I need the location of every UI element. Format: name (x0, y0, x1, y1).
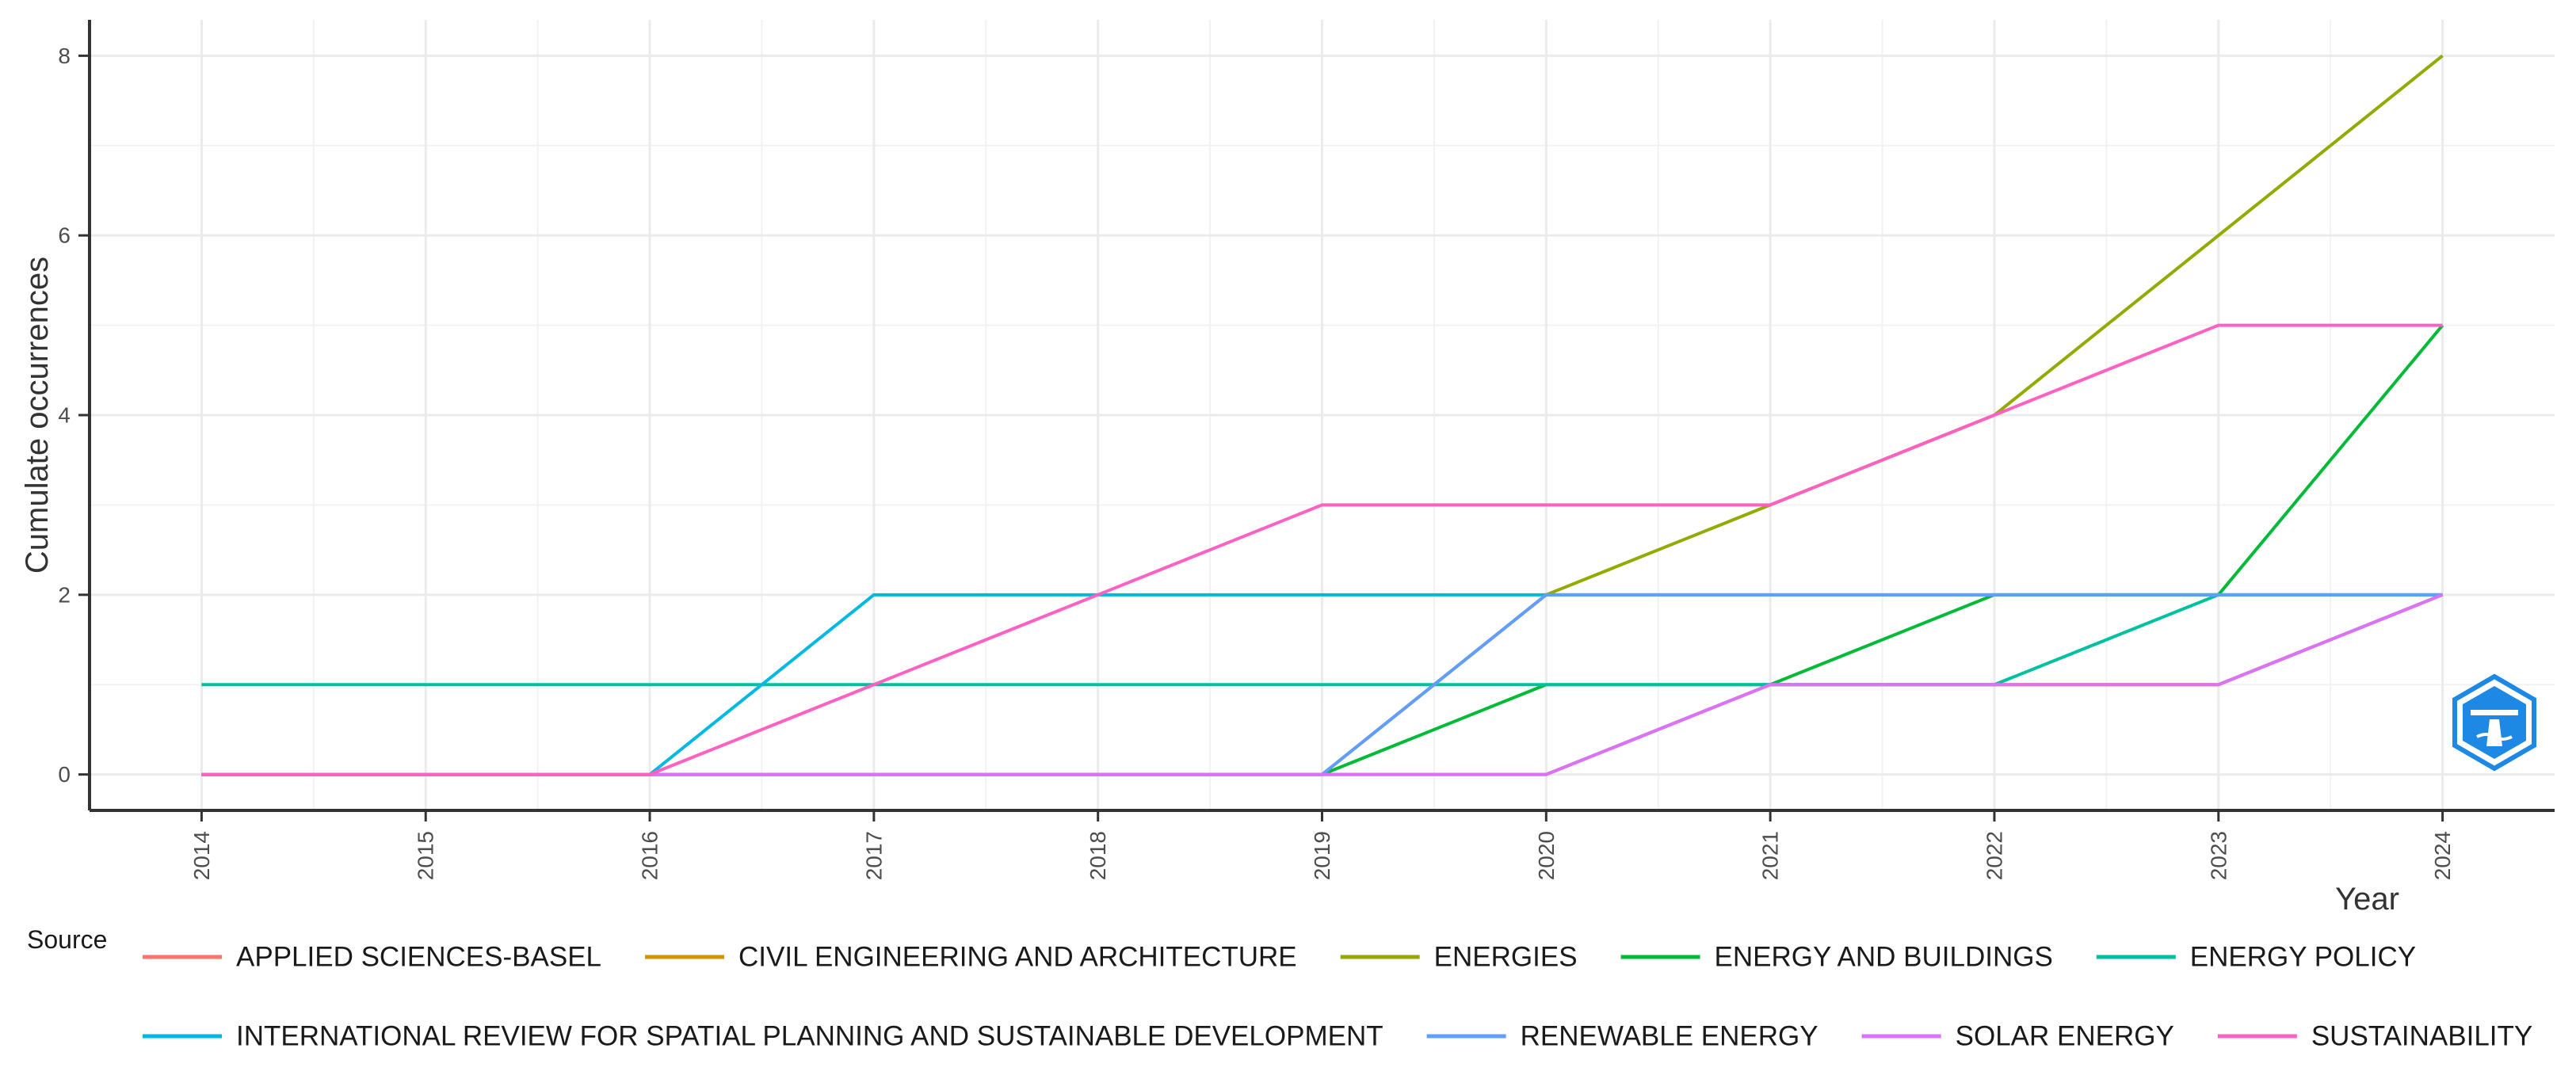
logo-band (2471, 710, 2518, 715)
legend-item: RENEWABLE ENERGY (1426, 1021, 1818, 1052)
legend-label: ENERGY AND BUILDINGS (1715, 942, 2053, 973)
legend-label: SUSTAINABILITY (2311, 1021, 2532, 1052)
legend-item: ENERGIES (1340, 942, 1578, 973)
y-axis-title: Cumulate occurrences (20, 257, 55, 574)
wave-icon (2476, 733, 2513, 741)
x-tick-label: 2014 (189, 831, 214, 880)
legend: Source APPLIED SCIENCES-BASEL CIVIL ENGIN… (27, 925, 2532, 1052)
y-tick-label: 6 (58, 223, 71, 248)
legend-label: SOLAR ENERGY (1956, 1021, 2174, 1052)
series-line-sustainability (201, 323, 2443, 776)
y-tick-label: 4 (58, 403, 71, 428)
x-tick-label: 2021 (1758, 831, 1783, 880)
legend-label: APPLIED SCIENCES-BASEL (236, 942, 601, 973)
legend-item: ENERGY POLICY (2096, 942, 2416, 973)
legend-label: INTERNATIONAL REVIEW FOR SPATIAL PLANNIN… (236, 1021, 1383, 1052)
series-lines (201, 54, 2444, 776)
legend-label: CIVIL ENGINEERING AND ARCHITECTURE (738, 942, 1297, 973)
legend-item: APPLIED SCIENCES-BASEL (143, 942, 601, 973)
x-axis-title: Year (2335, 882, 2399, 917)
series-line-energy-policy (201, 593, 2443, 687)
legend-item: SUSTAINABILITY (2217, 1021, 2532, 1052)
legend-label: ENERGY POLICY (2190, 942, 2416, 973)
x-tick-label: 2022 (1982, 831, 2006, 880)
tick-labels: 2014 2015 2016 2017 2018 2019 2020 2021 2022 2023… (58, 44, 2455, 880)
ticks (78, 54, 2444, 821)
x-tick-label: 2023 (2206, 831, 2231, 880)
bibliometrix-logo (2452, 673, 2536, 772)
x-tick-label: 2015 (414, 831, 438, 880)
x-tick-label: 2020 (1534, 831, 1559, 880)
y-tick-label: 8 (58, 44, 71, 68)
y-tick-label: 2 (58, 582, 71, 607)
legend-item: INTERNATIONAL REVIEW FOR SPATIAL PLANNIN… (143, 1021, 1383, 1052)
x-tick-label: 2016 (638, 831, 662, 880)
legend-label: RENEWABLE ENERGY (1521, 1021, 1818, 1052)
x-tick-label: 2024 (2430, 831, 2455, 880)
x-tick-label: 2018 (1086, 831, 1110, 880)
legend-label: ENERGIES (1434, 942, 1578, 973)
x-tick-label: 2019 (1310, 831, 1334, 880)
legend-title: Source (27, 925, 107, 954)
y-tick-label: 0 (58, 762, 71, 787)
legend-item: ENERGY AND BUILDINGS (1620, 942, 2053, 973)
legend-item: SOLAR ENERGY (1861, 1021, 2174, 1052)
x-tick-label: 2017 (861, 831, 886, 880)
legend-item: CIVIL ENGINEERING AND ARCHITECTURE (645, 942, 1297, 973)
